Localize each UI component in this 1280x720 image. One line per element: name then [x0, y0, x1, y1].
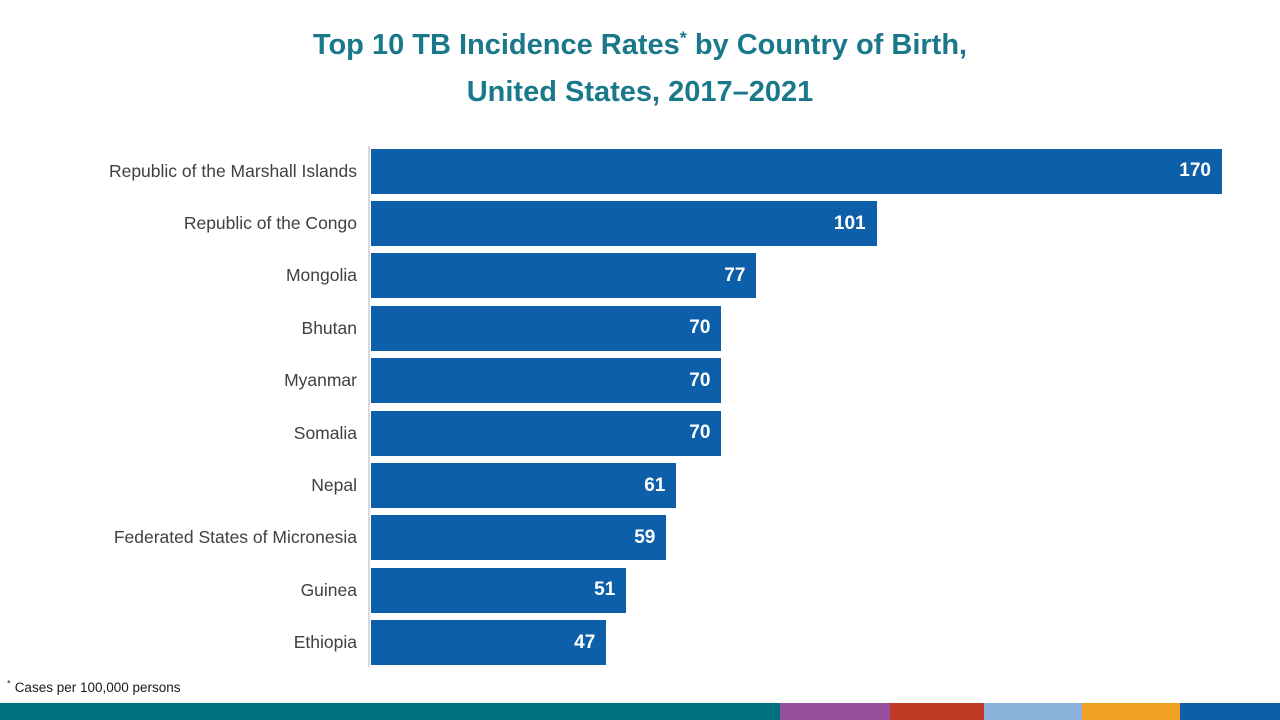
footnote-asterisk: *	[7, 678, 11, 690]
bar: 70	[371, 358, 722, 404]
value-label: 61	[644, 474, 666, 496]
strip-segment-blue	[1180, 703, 1280, 720]
bar: 59	[371, 515, 667, 561]
bar-row: Nepal 61	[0, 459, 1280, 511]
category-label: Myanmar	[284, 370, 357, 391]
category-label: Guinea	[300, 579, 357, 600]
category-label: Mongolia	[285, 265, 357, 286]
bar-track: 51	[371, 567, 1222, 613]
bar-row: Mongolia 77	[0, 250, 1280, 302]
bar: 170	[371, 148, 1222, 194]
bar: 70	[371, 410, 722, 456]
title-text-1: Top 10 TB Incidence Rates	[312, 29, 680, 61]
bar-rows: Republic of the Marshall Islands 170 Rep…	[0, 145, 1280, 669]
footer-color-strip	[0, 703, 1280, 720]
chart-title-line2: United States, 2017–2021	[466, 76, 814, 108]
bar: 77	[371, 253, 757, 299]
strip-segment-red	[890, 703, 984, 720]
value-label: 59	[634, 526, 656, 548]
bar: 51	[371, 567, 627, 613]
bar-row: Bhutan 70	[0, 302, 1280, 354]
value-label: 170	[1179, 160, 1211, 182]
category-label: Republic of the Congo	[183, 213, 357, 234]
bar-row: Republic of the Congo 101	[0, 197, 1280, 249]
bar-row: Somalia 70	[0, 407, 1280, 459]
value-label: 70	[689, 369, 711, 391]
strip-segment-teal	[0, 703, 780, 720]
bar-row: Guinea 51	[0, 564, 1280, 616]
category-label: Republic of the Marshall Islands	[108, 160, 357, 181]
value-label: 47	[574, 631, 596, 653]
chart-title-line1: Top 10 TB Incidence Rates* by Country of…	[0, 22, 1280, 69]
y-axis-line	[368, 146, 370, 667]
bar-track: 61	[371, 463, 1222, 509]
title-asterisk: *	[679, 27, 687, 48]
strip-segment-purple	[780, 703, 890, 720]
strip-segment-orange	[1082, 703, 1180, 720]
category-label: Nepal	[311, 475, 357, 496]
bar-track: 101	[371, 201, 1222, 247]
value-label: 101	[833, 212, 866, 234]
bar: 70	[371, 305, 722, 351]
value-label: 70	[689, 422, 711, 444]
bar-track: 70	[371, 410, 1222, 456]
bar: 101	[371, 201, 877, 247]
bar-track: 170	[371, 148, 1222, 194]
value-label: 70	[689, 317, 711, 339]
footnote-text: Cases per 100,000 persons	[14, 680, 181, 695]
category-label: Ethiopia	[293, 632, 357, 653]
footnote: * Cases per 100,000 persons	[7, 678, 181, 695]
bar-track: 47	[371, 620, 1222, 666]
category-label: Bhutan	[301, 317, 357, 338]
title-text-2: by Country of Birth,	[686, 29, 968, 61]
category-label: Somalia	[293, 422, 357, 443]
bar-row: Republic of the Marshall Islands 170	[0, 145, 1280, 197]
bar-row: Myanmar 70	[0, 355, 1280, 407]
chart-title: Top 10 TB Incidence Rates* by Country of…	[0, 22, 1280, 116]
bar-row: Federated States of Micronesia 59	[0, 512, 1280, 564]
value-label: 77	[724, 264, 746, 286]
value-label: 51	[594, 579, 616, 601]
bar-track: 59	[371, 515, 1222, 561]
category-label: Federated States of Micronesia	[113, 527, 357, 548]
bar: 61	[371, 463, 677, 509]
strip-segment-light-blue	[984, 703, 1082, 720]
bar-track: 70	[371, 305, 1222, 351]
bar-track: 77	[371, 253, 1222, 299]
bar-row: Ethiopia 47	[0, 617, 1280, 669]
bar: 47	[371, 620, 607, 666]
bar-track: 70	[371, 358, 1222, 404]
bar-chart: Republic of the Marshall Islands 170 Rep…	[0, 145, 1280, 669]
